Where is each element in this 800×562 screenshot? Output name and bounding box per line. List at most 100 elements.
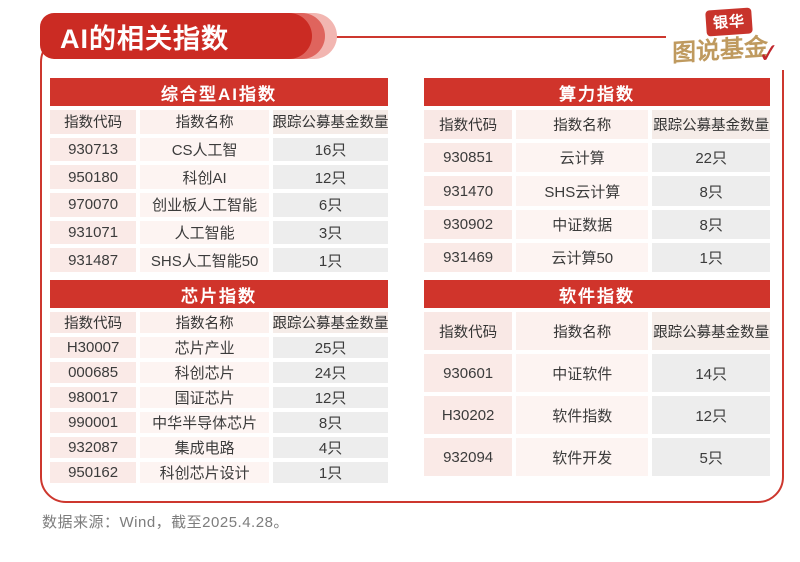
index-name: 软件开发 [516,438,649,476]
table-title: 综合型AI指数 [50,78,388,106]
index-code: 931470 [424,176,513,206]
page-title-banner: AI的相关指数 [40,13,312,59]
brand-series-name: 图说基金 [672,33,768,68]
column-header-index-code: 指数代码 [424,312,513,350]
index-name: CS人工智 [140,137,270,162]
index-code: 980017 [50,387,137,408]
fund-count: 14只 [652,354,770,392]
index-name: 云计算 [516,143,649,173]
column-header-index-name: 指数名称 [140,312,270,333]
page-title: AI的相关指数 [60,23,229,54]
fund-count: 22只 [652,143,770,173]
index-code: 930851 [424,143,513,173]
table-software: 软件指数 指数代码 指数名称 跟踪公募基金数量 930601 中证软件 14只 H30202… [424,280,770,476]
index-code: 932094 [424,438,513,476]
index-name: 芯片产业 [140,337,270,358]
column-header-index-code: 指数代码 [50,110,137,134]
content-frame [40,36,784,503]
index-code: 931071 [50,220,137,245]
table-row: 000685 科创芯片 24只 [50,362,388,383]
fund-count: 4只 [273,437,388,458]
fund-count: 6只 [273,193,388,217]
fund-count: 25只 [273,337,388,358]
table-row: 950162 科创芯片设计 1只 [50,462,388,483]
column-header-index-name: 指数名称 [516,312,649,350]
table-chip: 芯片指数 指数代码 指数名称 跟踪公募基金数量 H30007 芯片产业 25只 000685… [50,280,388,483]
index-name: 国证芯片 [140,387,270,408]
column-header-row: 指数代码 指数名称 跟踪公募基金数量 [424,110,770,140]
table-row: 931071 人工智能 3只 [50,220,388,245]
index-code: 950162 [50,462,137,483]
index-name: 人工智能 [140,220,270,245]
column-header-index-code: 指数代码 [50,312,137,333]
index-name: 中证软件 [516,354,649,392]
index-code: 950180 [50,165,137,190]
table-comprehensive-ai: 综合型AI指数 指数代码 指数名称 跟踪公募基金数量 930713 CS人工智 16只 95… [50,78,388,273]
table-row: 930851 云计算 22只 [424,143,770,173]
index-code: 930902 [424,209,513,239]
table-row: 931469 云计算50 1只 [424,242,770,273]
fund-count: 12只 [652,396,770,434]
table-title: 软件指数 [424,280,770,308]
table-row: 931470 SHS云计算 8只 [424,176,770,206]
column-header-fund-count: 跟踪公募基金数量 [273,110,388,134]
column-header-fund-count: 跟踪公募基金数量 [273,312,388,333]
table-row: 950180 科创AI 12只 [50,165,388,190]
table-computing-power: 算力指数 指数代码 指数名称 跟踪公募基金数量 930851 云计算 22只 931470 S… [424,78,770,273]
index-name: 创业板人工智能 [140,193,270,217]
index-code: 930713 [50,137,137,162]
left-column: 综合型AI指数 指数代码 指数名称 跟踪公募基金数量 930713 CS人工智 16只 95… [50,78,388,483]
fund-count: 3只 [273,220,388,245]
fund-count: 1只 [273,462,388,483]
tables-area: 综合型AI指数 指数代码 指数名称 跟踪公募基金数量 930713 CS人工智 16只 95… [50,78,770,483]
fund-count: 1只 [273,248,388,273]
index-code: 932087 [50,437,137,458]
fund-count: 8只 [273,412,388,433]
table-row: 990001 中华半导体芯片 8只 [50,412,388,433]
column-header-index-name: 指数名称 [516,110,649,140]
table-row: 980017 国证芯片 12只 [50,387,388,408]
brand-logo: 银华 图说基金 ✓ [666,0,788,70]
column-header-fund-count: 跟踪公募基金数量 [652,312,770,350]
fund-count: 8只 [652,176,770,206]
table-row: 930601 中证软件 14只 [424,354,770,392]
column-header-row: 指数代码 指数名称 跟踪公募基金数量 [50,110,388,134]
column-header-row: 指数代码 指数名称 跟踪公募基金数量 [424,312,770,350]
table-title: 算力指数 [424,78,770,106]
table-row: 930713 CS人工智 16只 [50,137,388,162]
table-row: 970070 创业板人工智能 6只 [50,193,388,217]
index-code: H30007 [50,337,137,358]
index-code: 931487 [50,248,137,273]
index-name: 中证数据 [516,209,649,239]
table-rows: 指数代码 指数名称 跟踪公募基金数量 930851 云计算 22只 931470 SHS云计算… [424,106,770,273]
right-column: 算力指数 指数代码 指数名称 跟踪公募基金数量 930851 云计算 22只 931470 S… [424,78,770,476]
table-row: H30007 芯片产业 25只 [50,337,388,358]
fund-count: 1只 [652,242,770,273]
index-code: 930601 [424,354,513,392]
index-name: 科创芯片设计 [140,462,270,483]
table-row: 932087 集成电路 4只 [50,437,388,458]
index-code: H30202 [424,396,513,434]
fund-count: 5只 [652,438,770,476]
index-name: 科创芯片 [140,362,270,383]
table-row: 931487 SHS人工智能50 1只 [50,248,388,273]
index-name: 科创AI [140,165,270,190]
table-row: 932094 软件开发 5只 [424,438,770,476]
table-row: H30202 软件指数 12只 [424,396,770,434]
data-source-note: 数据来源：Wind，截至2025.4.28。 [42,514,289,531]
checkmark-icon: ✓ [756,36,782,70]
index-name: SHS云计算 [516,176,649,206]
table-row: 930902 中证数据 8只 [424,209,770,239]
index-code: 000685 [50,362,137,383]
column-header-index-name: 指数名称 [140,110,270,134]
index-code: 931469 [424,242,513,273]
index-name: SHS人工智能50 [140,248,270,273]
fund-count: 24只 [273,362,388,383]
column-header-fund-count: 跟踪公募基金数量 [652,110,770,140]
fund-count: 12只 [273,165,388,190]
index-name: 中华半导体芯片 [140,412,270,433]
index-code: 970070 [50,193,137,217]
column-header-index-code: 指数代码 [424,110,513,140]
table-title: 芯片指数 [50,280,388,308]
column-header-row: 指数代码 指数名称 跟踪公募基金数量 [50,312,388,333]
